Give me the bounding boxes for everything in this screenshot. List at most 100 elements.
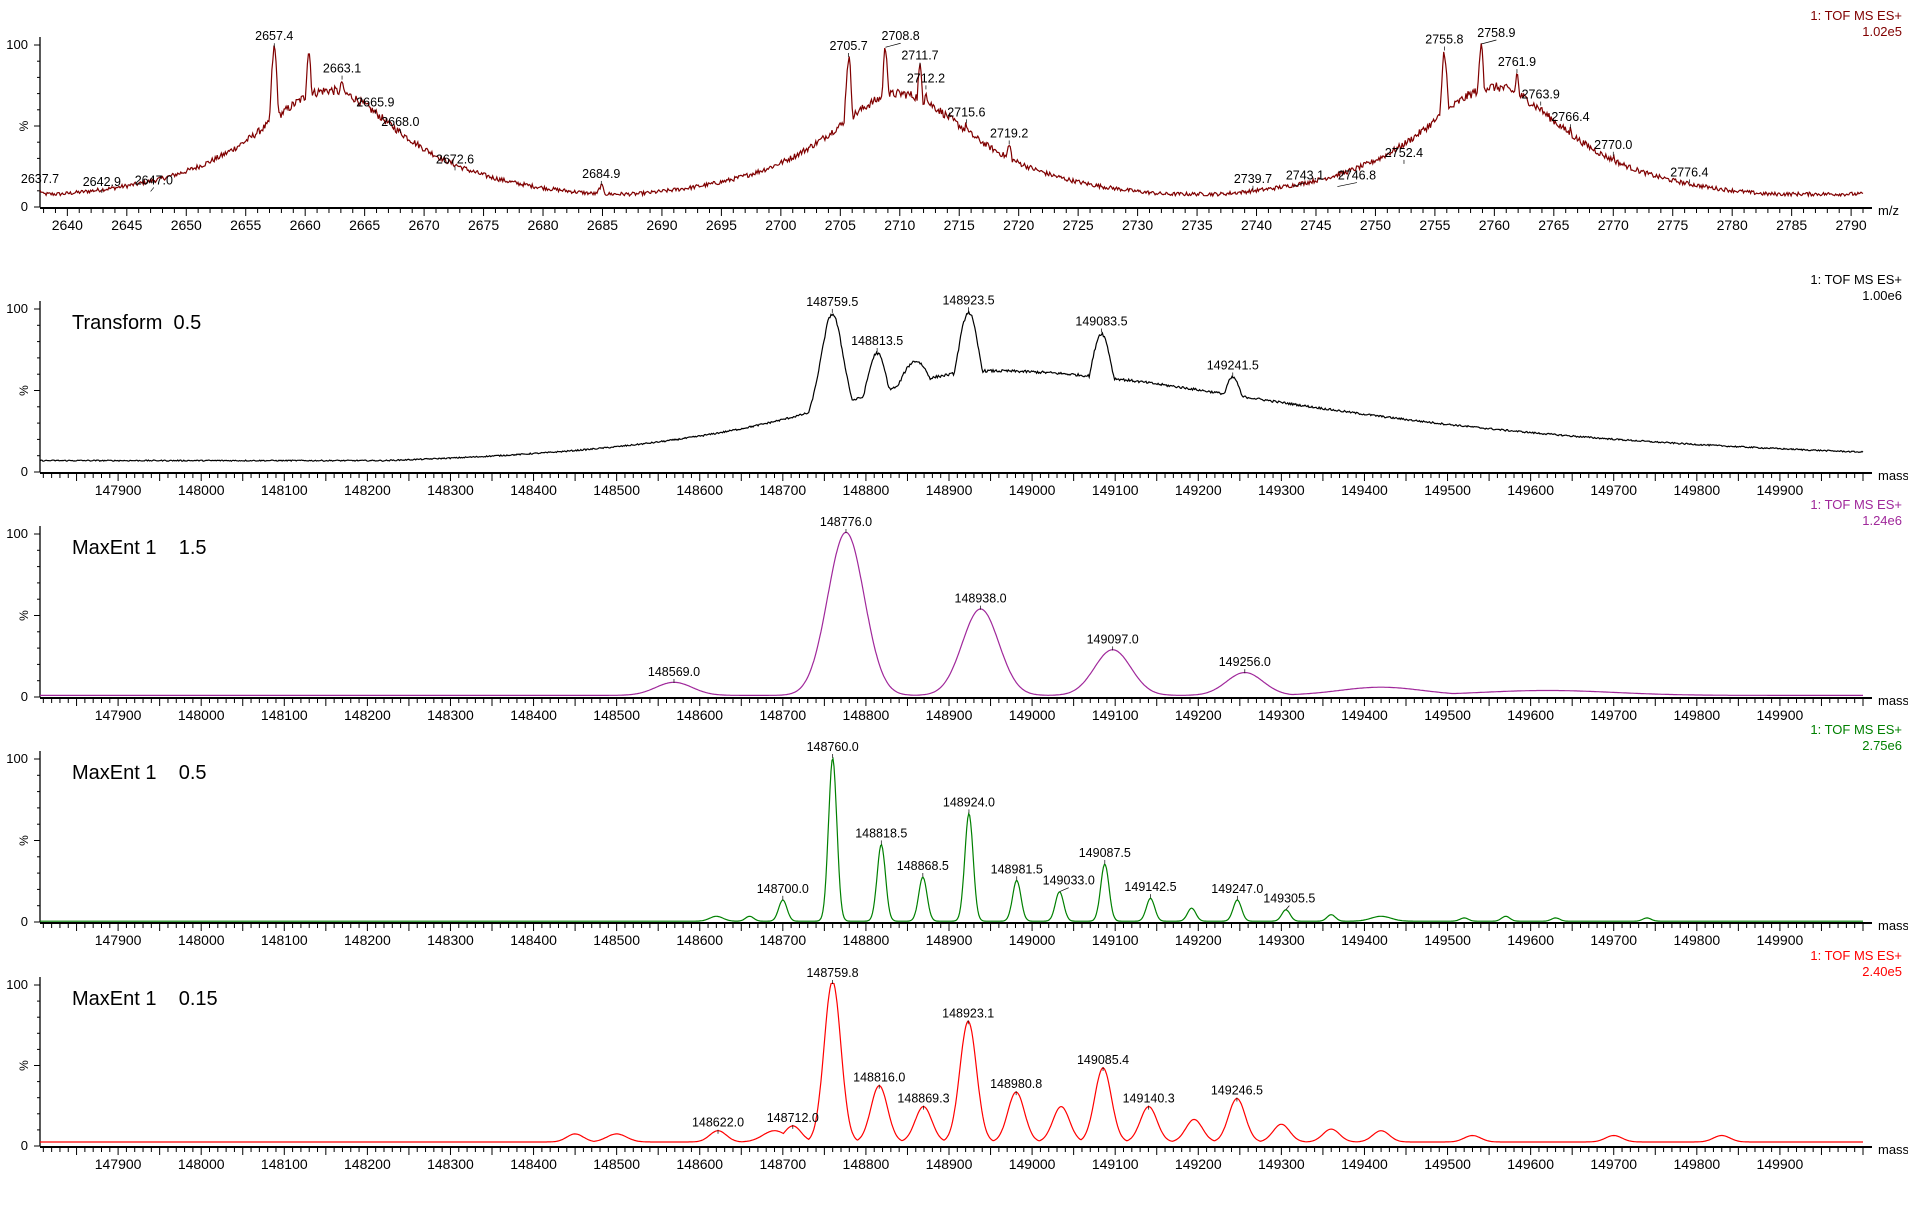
x-tick-label: 148700 bbox=[759, 482, 806, 498]
x-tick-label: 148400 bbox=[510, 482, 557, 498]
y-axis-label: % bbox=[17, 610, 31, 621]
x-tick-label: 147900 bbox=[95, 707, 142, 723]
intensity-label: 2.75e6 bbox=[1862, 738, 1902, 753]
peak-label: 2708.8 bbox=[882, 29, 920, 43]
x-tick-label: 149400 bbox=[1341, 482, 1388, 498]
x-tick-label: 148900 bbox=[926, 932, 973, 948]
peak-label: 148816.0 bbox=[853, 1071, 905, 1085]
peak-label: 2752.4 bbox=[1385, 146, 1423, 160]
scan-label: 1: TOF MS ES+ bbox=[1810, 948, 1902, 963]
peak-label: 149083.5 bbox=[1075, 314, 1127, 328]
x-tick-label: 2720 bbox=[1003, 217, 1034, 233]
x-tick-label: 149400 bbox=[1341, 1156, 1388, 1172]
x-tick-label: 2730 bbox=[1122, 217, 1153, 233]
peak-label: 2715.6 bbox=[947, 105, 985, 119]
x-tick-label: 2680 bbox=[527, 217, 558, 233]
x-axis-label: mass bbox=[1878, 468, 1908, 483]
x-tick-label: 148200 bbox=[344, 932, 391, 948]
x-tick-label: 149600 bbox=[1507, 932, 1554, 948]
panel-title: MaxEnt 1 0.5 bbox=[72, 762, 207, 784]
x-tick-label: 2710 bbox=[884, 217, 915, 233]
y-tick-label: 0 bbox=[21, 914, 28, 929]
x-tick-label: 2770 bbox=[1598, 217, 1629, 233]
x-tick-label: 149700 bbox=[1590, 707, 1637, 723]
x-tick-label: 148600 bbox=[676, 1156, 723, 1172]
x-tick-label: 148700 bbox=[759, 707, 806, 723]
peak-label: 148923.1 bbox=[942, 1006, 994, 1020]
peak-label: 149087.5 bbox=[1079, 846, 1131, 860]
x-tick-label: 149000 bbox=[1009, 1156, 1056, 1172]
x-tick-label: 148600 bbox=[676, 482, 723, 498]
x-tick-label: 148800 bbox=[843, 482, 890, 498]
y-tick-label: 0 bbox=[21, 689, 28, 704]
x-tick-label: 2750 bbox=[1360, 217, 1391, 233]
x-tick-label: 2740 bbox=[1241, 217, 1272, 233]
intensity-label: 1.24e6 bbox=[1862, 513, 1902, 528]
x-tick-label: 149800 bbox=[1673, 932, 1720, 948]
intensity-label: 2.40e5 bbox=[1862, 964, 1902, 979]
x-tick-label: 2640 bbox=[52, 217, 83, 233]
x-tick-label: 149300 bbox=[1258, 707, 1305, 723]
peak-label: 148981.5 bbox=[991, 862, 1043, 876]
x-tick-label: 148300 bbox=[427, 1156, 474, 1172]
x-tick-label: 149100 bbox=[1092, 482, 1139, 498]
y-axis-label: % bbox=[17, 120, 31, 131]
peak-label: 2743.1 bbox=[1286, 169, 1324, 183]
x-tick-label: 148700 bbox=[759, 932, 806, 948]
x-tick-label: 2670 bbox=[409, 217, 440, 233]
panel-title: MaxEnt 1 1.5 bbox=[72, 537, 207, 559]
peak-leader bbox=[1481, 39, 1497, 45]
spectrum-trace bbox=[40, 982, 1863, 1143]
x-tick-label: 149800 bbox=[1673, 1156, 1720, 1172]
x-tick-label: 148500 bbox=[593, 1156, 640, 1172]
x-tick-label: 148300 bbox=[427, 932, 474, 948]
x-tick-label: 149000 bbox=[1009, 482, 1056, 498]
peak-label: 2763.9 bbox=[1522, 88, 1560, 102]
x-tick-label: 2760 bbox=[1479, 217, 1510, 233]
x-tick-label: 149900 bbox=[1757, 1156, 1804, 1172]
x-tick-label: 2785 bbox=[1776, 217, 1807, 233]
peak-label: 2705.7 bbox=[830, 39, 868, 53]
x-tick-label: 147900 bbox=[95, 482, 142, 498]
x-tick-label: 149600 bbox=[1507, 482, 1554, 498]
x-tick-label: 148000 bbox=[178, 707, 225, 723]
x-tick-label: 149500 bbox=[1424, 932, 1471, 948]
peak-label: 2758.9 bbox=[1477, 26, 1515, 40]
x-tick-label: 2645 bbox=[111, 217, 142, 233]
x-tick-label: 148500 bbox=[593, 482, 640, 498]
x-tick-label: 149000 bbox=[1009, 707, 1056, 723]
x-tick-label: 148100 bbox=[261, 482, 308, 498]
x-tick-label: 149200 bbox=[1175, 707, 1222, 723]
peak-label: 149033.0 bbox=[1043, 874, 1095, 888]
x-tick-label: 148200 bbox=[344, 1156, 391, 1172]
y-tick-label: 100 bbox=[6, 301, 28, 316]
peak-label: 149140.3 bbox=[1123, 1092, 1175, 1106]
x-tick-label: 149600 bbox=[1507, 1156, 1554, 1172]
peak-label: 2755.8 bbox=[1425, 32, 1463, 46]
x-tick-label: 147900 bbox=[95, 932, 142, 948]
x-tick-label: 2775 bbox=[1657, 217, 1688, 233]
peak-label: 148700.0 bbox=[757, 882, 809, 896]
peak-label: 148776.0 bbox=[820, 515, 872, 529]
x-tick-label: 2650 bbox=[171, 217, 202, 233]
peak-label: 148622.0 bbox=[692, 1116, 744, 1130]
scan-label: 1: TOF MS ES+ bbox=[1810, 722, 1902, 737]
x-tick-label: 149800 bbox=[1673, 707, 1720, 723]
x-tick-label: 147900 bbox=[95, 1156, 142, 1172]
peak-label: 2719.2 bbox=[990, 126, 1028, 140]
x-tick-label: 148400 bbox=[510, 1156, 557, 1172]
y-axis-label: % bbox=[17, 385, 31, 396]
y-axis-label: % bbox=[17, 1060, 31, 1071]
peak-label: 2672.6 bbox=[436, 152, 474, 166]
peak-label: 149247.0 bbox=[1211, 882, 1263, 896]
spectrum-panel-3: 100 0% 147900 148000 148100 148200 148300 14840… bbox=[6, 497, 1908, 723]
peak-label: 148569.0 bbox=[648, 665, 700, 679]
x-tick-label: 2690 bbox=[646, 217, 677, 233]
x-tick-label: 148600 bbox=[676, 932, 723, 948]
x-tick-label: 148700 bbox=[759, 1156, 806, 1172]
peak-label: 148923.5 bbox=[942, 293, 994, 307]
peak-label: 148759.5 bbox=[806, 295, 858, 309]
peak-label: 2746.8 bbox=[1338, 169, 1376, 183]
panel-title: Transform 0.5 bbox=[72, 312, 201, 334]
